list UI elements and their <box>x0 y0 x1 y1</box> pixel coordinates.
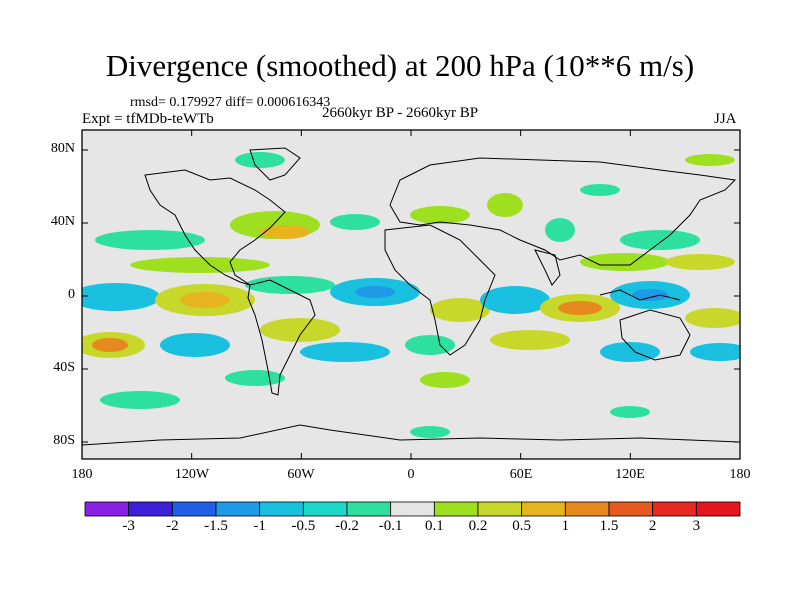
x-tick-label: 0 <box>407 467 415 482</box>
greenland-coast <box>249 147 301 181</box>
y-tick-label: 40N <box>50 214 75 229</box>
anomaly-patch <box>580 253 670 271</box>
anomaly-patch <box>632 289 668 301</box>
colorbar-label: -0.2 <box>335 518 359 534</box>
colorbar-swatch <box>564 501 610 517</box>
anomaly-patch <box>82 283 160 311</box>
anomaly-patch <box>420 372 470 388</box>
anomaly-patch <box>558 301 602 315</box>
colorbar-swatch <box>477 501 523 517</box>
colorbar-swatch <box>215 501 261 517</box>
south-america-coast <box>247 279 316 396</box>
y-tick-label: 40S <box>53 360 75 375</box>
anomaly-patch <box>260 225 310 239</box>
colorbar-label: -1 <box>253 518 266 534</box>
anomaly-patch <box>160 333 230 357</box>
anomaly-patch <box>95 230 205 250</box>
anomaly-patch <box>180 292 230 308</box>
anomaly-patch <box>355 286 395 298</box>
colorbar-label: 0.2 <box>468 518 488 534</box>
anomaly-patch <box>225 370 285 386</box>
anomaly-patch <box>410 206 470 224</box>
anomaly-patch <box>600 342 660 362</box>
anomaly-patch <box>610 406 650 418</box>
colorbar-label: 1 <box>561 518 570 534</box>
anomaly-patch <box>665 254 735 270</box>
x-tick-label: 180 <box>729 467 751 482</box>
time-period-label: 2660kyr BP - 2660kyr BP <box>322 105 479 121</box>
anomaly-patch <box>245 276 335 294</box>
rmsd-diff-stats: rmsd= 0.179927 diff= 0.000616343 <box>130 95 331 110</box>
axis-ticks <box>81 130 741 459</box>
colorbar-label: -3 <box>122 518 135 534</box>
colorbar-swatch <box>346 501 392 517</box>
colorbar-label: -0.5 <box>291 518 316 534</box>
coastlines <box>82 147 740 446</box>
anomaly-patch <box>490 330 570 350</box>
anomaly-patch <box>235 152 285 168</box>
colorbar-label: 2 <box>648 518 657 534</box>
colorbar-label: 1.5 <box>599 518 619 534</box>
anomaly-patch <box>620 230 700 250</box>
colorbar-swatch <box>695 501 741 517</box>
x-tick-label: 120W <box>174 467 210 482</box>
anomaly-patch <box>480 286 550 314</box>
anomaly-patch <box>100 391 180 409</box>
colorbar-label: -2 <box>166 518 179 534</box>
colorbar-swatch <box>128 501 173 517</box>
anomaly-patch <box>685 308 740 328</box>
colorbar-swatch <box>390 501 435 517</box>
anomaly-patch <box>580 184 620 196</box>
anomaly-patch <box>405 335 455 355</box>
australia-coast <box>619 309 691 361</box>
y-tick-label: 0 <box>68 287 75 302</box>
africa-coast <box>384 224 496 356</box>
x-tick-label: 120E <box>615 467 645 482</box>
colorbar-label: 0.5 <box>512 518 532 534</box>
chart-title: Divergence (smoothed) at 200 hPa (10**6 … <box>105 48 695 83</box>
y-tick-label: 80N <box>50 141 75 156</box>
anomaly-patch <box>260 318 340 342</box>
anomaly-patch <box>690 343 740 361</box>
colorbar <box>84 501 741 517</box>
anomaly-patch <box>330 214 380 230</box>
anomaly-patch <box>300 342 390 362</box>
anomaly-patch <box>545 218 575 242</box>
colorbar-label: -1.5 <box>204 518 228 534</box>
colorbar-swatch <box>521 501 566 517</box>
divergence-field <box>82 152 740 438</box>
indonesia-coast <box>599 289 681 301</box>
y-tick-label: 80S <box>53 433 75 448</box>
anomaly-patch <box>92 338 128 352</box>
colorbar-label: 0.1 <box>424 518 444 534</box>
north-america-coast <box>144 169 286 286</box>
anomaly-patch <box>130 257 270 273</box>
x-tick-label: 60E <box>509 467 533 482</box>
colorbar-label: -0.1 <box>378 518 403 534</box>
season-label: JJA <box>714 111 737 127</box>
colorbar-swatch <box>84 501 130 517</box>
experiment-label: Expt = tfMDb-teWTb <box>82 111 214 127</box>
x-tick-label: 60W <box>287 467 315 482</box>
x-tick-label: 180 <box>71 467 93 482</box>
colorbar-swatch <box>652 501 697 517</box>
europe-asia-coast <box>389 157 737 266</box>
colorbar-swatch <box>171 501 217 517</box>
colorbar-swatch <box>608 501 654 517</box>
anomaly-patch <box>430 298 490 322</box>
anomaly-patch <box>685 154 735 166</box>
colorbar-swatch <box>433 501 479 517</box>
anomaly-patch <box>410 426 450 438</box>
colorbar-label: 3 <box>692 518 701 534</box>
antarctica-coast <box>82 424 740 446</box>
india-coast <box>534 249 561 286</box>
anomaly-patch <box>487 193 523 217</box>
colorbar-swatch <box>259 501 304 517</box>
colorbar-swatch <box>302 501 348 517</box>
